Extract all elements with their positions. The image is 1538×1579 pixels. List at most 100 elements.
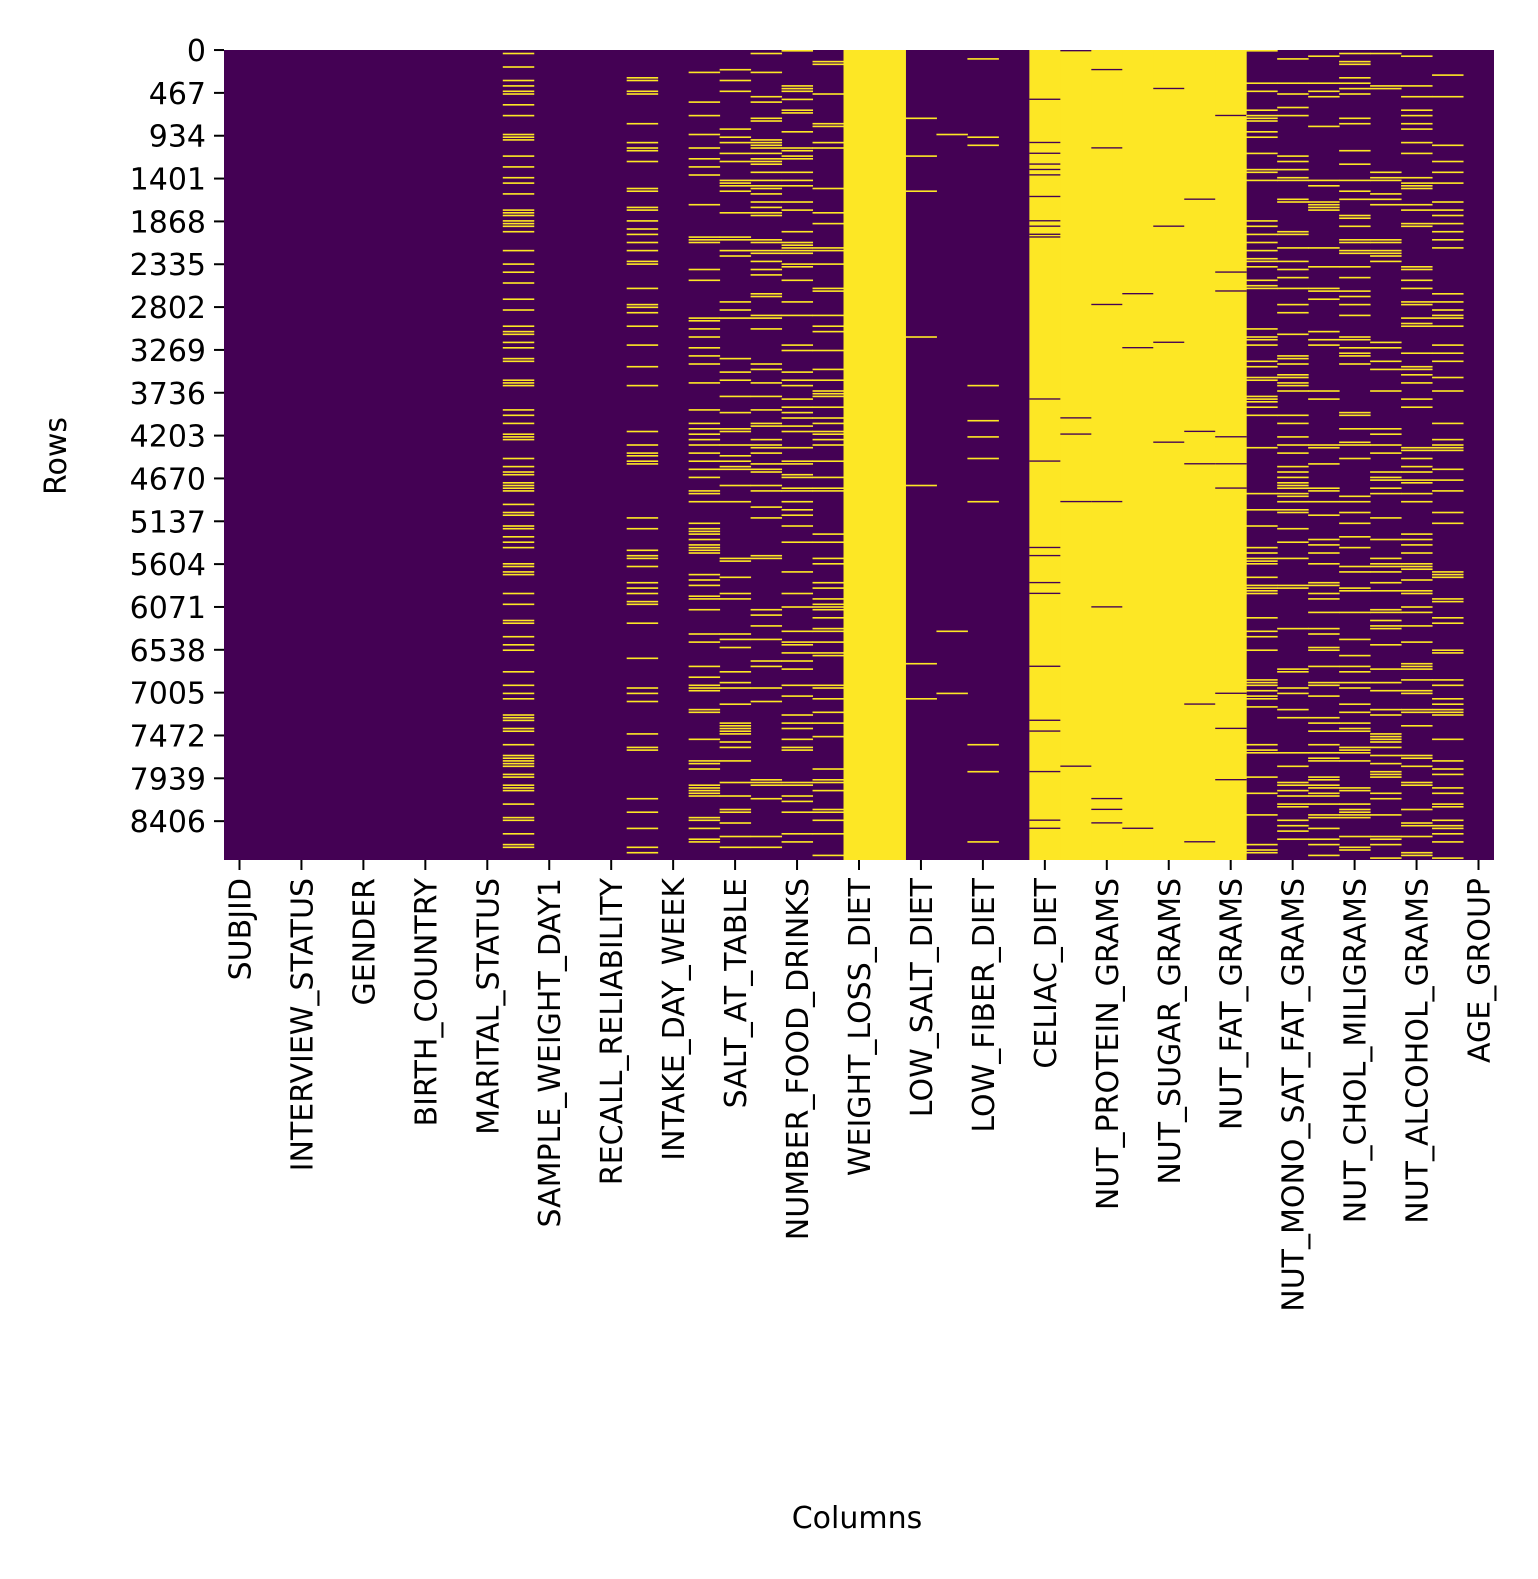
x-tick-label: NUT_MONO_SAT_FAT_GRAMS: [1277, 878, 1312, 1312]
heatmap-cell: [1246, 260, 1278, 263]
heatmap-cell: [812, 630, 845, 633]
y-tick-label: 5604: [130, 548, 206, 583]
heatmap-cell: [1370, 563, 1402, 565]
heatmap-cell: [502, 193, 535, 195]
heatmap-cell: [688, 203, 721, 206]
heatmap-cell: [781, 811, 814, 814]
heatmap-cell: [1246, 557, 1278, 560]
heatmap-cell: [1153, 50, 1185, 860]
heatmap-cell: [781, 301, 814, 303]
heatmap-cell: [1370, 608, 1402, 611]
heatmap-cell: [1370, 487, 1402, 490]
heatmap-cell: [502, 52, 535, 55]
heatmap-cell: [750, 779, 783, 781]
heatmap-cell: [688, 595, 721, 598]
heatmap-cell: [1246, 168, 1278, 171]
heatmap-cell: [1370, 87, 1402, 90]
heatmap-cell: [1246, 328, 1278, 330]
heatmap-cell: [502, 527, 535, 530]
heatmap-cell: [1246, 284, 1278, 287]
heatmap-cell: [1277, 627, 1309, 630]
heatmap-cell: [719, 646, 752, 649]
x-tick-label: NUT_PROTEIN_GRAMS: [1091, 878, 1126, 1210]
heatmap-cell: [750, 144, 783, 147]
heatmap-cell: [1401, 185, 1433, 187]
heatmap-cell: [1308, 598, 1340, 600]
heatmap-cell: [1339, 727, 1371, 730]
heatmap-cell: [719, 465, 752, 468]
heatmap-cell: [1370, 193, 1402, 195]
heatmap-cell: [1432, 819, 1464, 822]
heatmap-cell: [1339, 587, 1371, 589]
heatmap-cell: [781, 668, 814, 670]
heatmap-cell: [502, 487, 535, 490]
heatmap-cell: [812, 654, 845, 657]
heatmap-cell: [502, 511, 535, 514]
heatmap-cell: [1339, 63, 1371, 66]
heatmap-cell: [1246, 136, 1278, 139]
heatmap-cell: [750, 368, 783, 371]
heatmap-cell: [502, 433, 535, 436]
heatmap-cell: [812, 476, 845, 479]
heatmap-cell: [502, 762, 535, 765]
heatmap-cell: [812, 330, 845, 333]
heatmap-cell: [1246, 82, 1278, 85]
heatmap-cell: [1246, 398, 1278, 400]
heatmap-cell: [502, 114, 535, 117]
heatmap-cell: [719, 835, 752, 838]
heatmap-cell: [1401, 176, 1433, 179]
heatmap-cell: [1277, 355, 1309, 357]
heatmap-cell: [1401, 446, 1433, 449]
heatmap-cell: [719, 560, 752, 562]
heatmap-cell: [1339, 565, 1371, 568]
heatmap-cell: [781, 417, 814, 419]
heatmap-cell: [1246, 114, 1278, 117]
heatmap-cell: [626, 622, 659, 625]
heatmap-cell: [1339, 730, 1371, 733]
heatmap-cell: [1246, 401, 1278, 403]
heatmap-cell: [874, 50, 906, 860]
heatmap-cell: [719, 239, 752, 241]
heatmap-cell: [688, 347, 721, 349]
heatmap-cell: [1029, 225, 1061, 227]
heatmap-cell: [781, 398, 814, 400]
heatmap-cell: [626, 746, 659, 749]
heatmap-cell: [626, 557, 659, 560]
heatmap-cell: [719, 317, 752, 319]
heatmap-cell: [1308, 95, 1340, 98]
heatmap-cell: [781, 158, 814, 160]
heatmap-cell: [812, 287, 845, 290]
heatmap-cell: [1246, 152, 1278, 155]
heatmap-cell: [1401, 708, 1433, 711]
heatmap-cell: [1308, 779, 1340, 781]
heatmap-cell: [502, 592, 535, 595]
heatmap-cell: [1246, 338, 1278, 341]
heatmap-cell: [1339, 52, 1371, 55]
heatmap-cell: [1339, 789, 1371, 792]
heatmap-cell: [781, 179, 814, 182]
heatmap-cell: [1246, 560, 1278, 562]
heatmap-cell: [1308, 330, 1340, 333]
heatmap-cell: [967, 136, 999, 139]
heatmap-cell: [1432, 201, 1464, 203]
heatmap-cell: [1339, 355, 1371, 357]
heatmap-cell: [812, 290, 845, 292]
heatmap-cell: [688, 819, 721, 822]
heatmap-cell: [502, 784, 535, 787]
heatmap-cell: [1339, 217, 1371, 220]
heatmap-cell: [1339, 665, 1371, 668]
heatmap-cell: [1339, 163, 1371, 166]
heatmap-cell: [1308, 581, 1340, 584]
heatmap-cell: [1246, 131, 1278, 133]
heatmap-cell: [936, 692, 968, 695]
heatmap-cell: [1029, 174, 1061, 176]
heatmap-cell: [812, 487, 845, 490]
heatmap-cell: [812, 854, 845, 857]
heatmap-cell: [781, 795, 814, 797]
heatmap-cell: [781, 446, 814, 449]
heatmap-cell: [502, 263, 535, 265]
heatmap-cell: [750, 171, 783, 174]
heatmap-cell: [688, 268, 721, 271]
heatmap-cell: [812, 533, 845, 535]
heatmap-cell: [1339, 336, 1371, 338]
